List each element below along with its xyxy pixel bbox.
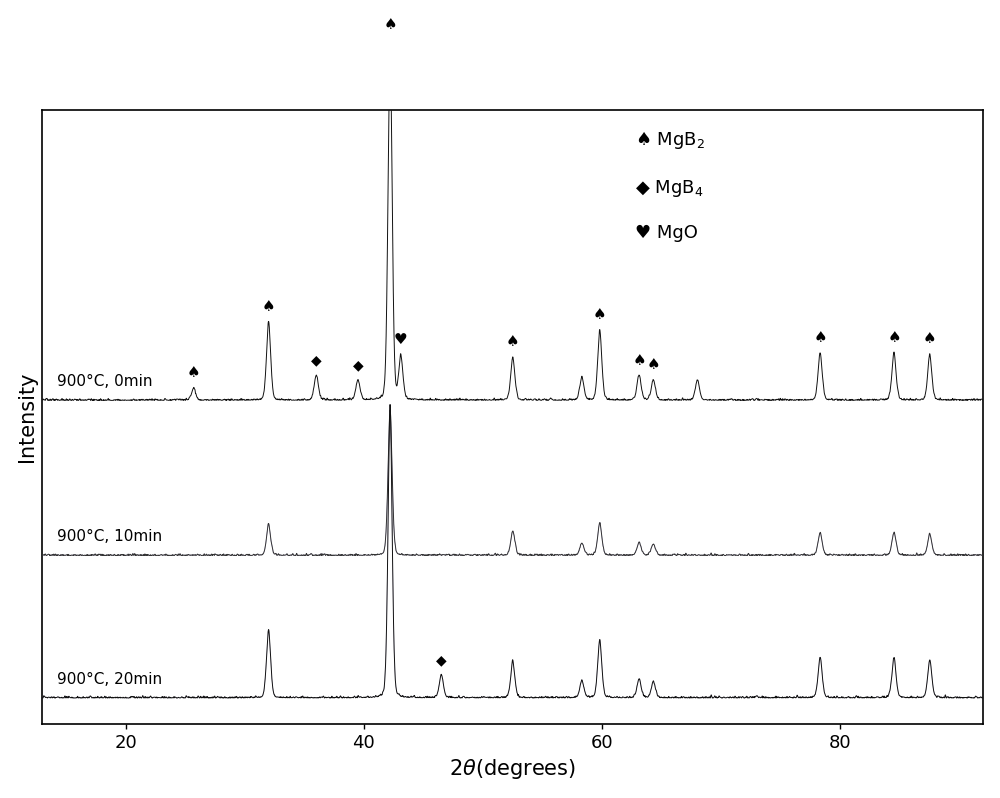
Text: ◆: ◆ bbox=[353, 358, 363, 372]
Text: 900°C, 20min: 900°C, 20min bbox=[57, 672, 162, 687]
Text: ♠: ♠ bbox=[593, 307, 607, 322]
Text: ◆ MgB$_4$: ◆ MgB$_4$ bbox=[635, 178, 703, 199]
Text: ♠: ♠ bbox=[506, 334, 520, 350]
Text: ♠: ♠ bbox=[887, 330, 901, 345]
Text: ♠: ♠ bbox=[813, 330, 827, 346]
Text: 900°C, 0min: 900°C, 0min bbox=[57, 374, 152, 389]
Text: ◆: ◆ bbox=[311, 354, 322, 368]
X-axis label: $2\theta$(degrees): $2\theta$(degrees) bbox=[449, 757, 576, 781]
Text: ♠ MgB$_2$: ♠ MgB$_2$ bbox=[635, 128, 705, 151]
Text: ♠: ♠ bbox=[923, 331, 937, 346]
Y-axis label: Intensity: Intensity bbox=[17, 372, 37, 462]
Text: 900°C, 10min: 900°C, 10min bbox=[57, 529, 162, 544]
Text: ♠: ♠ bbox=[262, 299, 275, 314]
Text: ♥ MgO: ♥ MgO bbox=[635, 223, 698, 242]
Text: ♥: ♥ bbox=[394, 331, 408, 346]
Text: ♠: ♠ bbox=[647, 358, 660, 372]
Text: ♠: ♠ bbox=[632, 353, 646, 368]
Text: ◆: ◆ bbox=[436, 653, 447, 667]
Text: ♠: ♠ bbox=[383, 17, 397, 32]
Text: ♠: ♠ bbox=[187, 365, 200, 381]
